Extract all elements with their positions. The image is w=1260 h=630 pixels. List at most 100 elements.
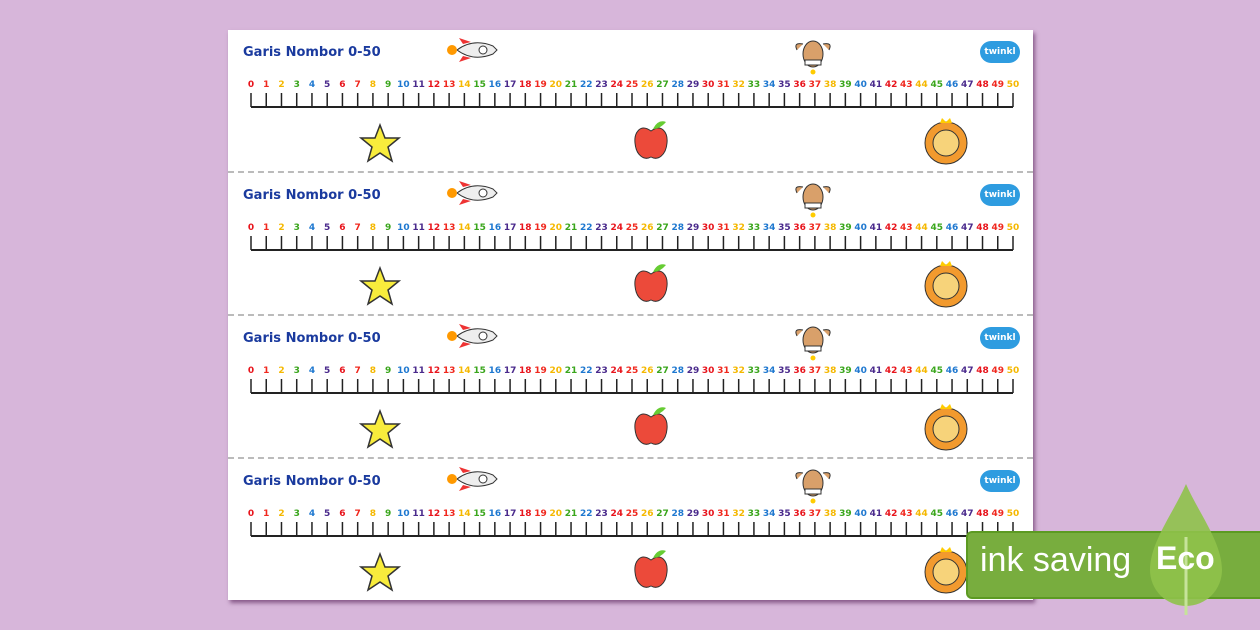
number-label: 6 xyxy=(339,509,346,519)
number-label: 14 xyxy=(458,509,471,519)
number-label: 32 xyxy=(732,223,745,233)
number-label: 43 xyxy=(900,223,913,233)
number-label: 9 xyxy=(385,509,392,519)
number-label: 17 xyxy=(503,223,517,233)
ruler xyxy=(250,379,1014,394)
number-label: 22 xyxy=(580,80,593,90)
number-label: 33 xyxy=(747,509,761,519)
number-label: 16 xyxy=(488,509,502,519)
number-label: 50 xyxy=(1006,366,1020,376)
number-labels: 0 1 2 3 4 5 6 7 8 9 10 11 12 13 14 15 16 17 18 19 20 21 22 23 24… xyxy=(228,366,1033,380)
number-label: 13 xyxy=(442,223,456,233)
number-label: 13 xyxy=(442,366,456,376)
number-label: 41 xyxy=(869,80,883,90)
lion-icon xyxy=(922,117,970,169)
number-label: 2 xyxy=(278,366,285,376)
number-label: 0 xyxy=(247,509,255,519)
number-label: 29 xyxy=(686,366,700,376)
strip-title: Garis Nombor 0-50 xyxy=(243,474,381,489)
number-label: 15 xyxy=(473,223,486,233)
number-label: 25 xyxy=(625,80,639,90)
number-label: 43 xyxy=(900,509,913,519)
number-line-strip: Garis Nombor 0-50 twinkl 0 1 2 3 4 5 6 7 8 9 10 11 12 1… xyxy=(228,316,1033,459)
number-label: 29 xyxy=(686,223,700,233)
number-label: 26 xyxy=(640,223,654,233)
number-label: 13 xyxy=(442,509,456,519)
number-label: 27 xyxy=(656,366,669,376)
number-label: 19 xyxy=(534,223,547,233)
number-label: 41 xyxy=(869,223,883,233)
number-label: 35 xyxy=(778,80,791,90)
number-label: 42 xyxy=(884,80,898,90)
number-label: 44 xyxy=(915,509,928,519)
number-label: 1 xyxy=(263,80,270,90)
number-label: 12 xyxy=(427,366,441,376)
ruler xyxy=(250,93,1014,108)
number-label: 20 xyxy=(549,80,563,90)
cut-line xyxy=(228,457,1033,459)
number-label: 24 xyxy=(610,509,624,519)
number-label: 26 xyxy=(640,509,654,519)
number-label: 50 xyxy=(1006,223,1020,233)
apple-icon xyxy=(632,119,670,165)
number-label: 47 xyxy=(961,366,974,376)
number-label: 22 xyxy=(580,223,593,233)
number-label: 10 xyxy=(397,80,410,90)
number-label: 4 xyxy=(308,80,316,90)
number-label: 9 xyxy=(385,80,392,90)
number-label: 44 xyxy=(915,80,928,90)
number-label: 19 xyxy=(534,366,547,376)
number-label: 48 xyxy=(976,80,989,90)
number-label: 11 xyxy=(412,223,425,233)
number-label: 17 xyxy=(503,509,517,519)
number-label: 14 xyxy=(458,366,471,376)
number-label: 45 xyxy=(930,223,944,233)
number-label: 6 xyxy=(339,223,346,233)
ink-saving-text: ink saving xyxy=(980,541,1132,579)
number-label: 18 xyxy=(519,509,532,519)
number-label: 39 xyxy=(839,509,852,519)
number-label: 47 xyxy=(961,80,974,90)
number-label: 4 xyxy=(308,509,316,519)
number-label: 36 xyxy=(793,366,806,376)
strip-title: Garis Nombor 0-50 xyxy=(243,331,381,346)
number-label: 9 xyxy=(385,366,392,376)
number-label: 1 xyxy=(263,366,270,376)
number-label: 33 xyxy=(747,366,761,376)
lion-icon xyxy=(922,260,970,312)
number-label: 47 xyxy=(961,509,974,519)
number-label: 34 xyxy=(762,80,776,90)
strip-title: Garis Nombor 0-50 xyxy=(243,188,381,203)
number-label: 20 xyxy=(549,366,563,376)
star-icon xyxy=(358,408,402,454)
number-label: 11 xyxy=(412,366,425,376)
number-label: 8 xyxy=(369,509,377,519)
number-label: 43 xyxy=(900,366,913,376)
number-label: 30 xyxy=(701,509,715,519)
number-label: 24 xyxy=(610,223,624,233)
number-label: 22 xyxy=(580,366,593,376)
number-label: 3 xyxy=(293,223,300,233)
number-label: 14 xyxy=(458,223,471,233)
number-label: 31 xyxy=(717,366,730,376)
number-label: 40 xyxy=(854,80,867,90)
number-label: 38 xyxy=(823,509,837,519)
twinkl-logo: twinkl xyxy=(980,327,1020,349)
number-label: 49 xyxy=(991,366,1005,376)
number-label: 18 xyxy=(519,366,532,376)
number-label: 36 xyxy=(793,223,806,233)
number-line-sheet: Garis Nombor 0-50 twinkl 0 1 2 3 4 5 6 7 8 9 10 11 12 1… xyxy=(228,30,1033,600)
number-label: 39 xyxy=(839,223,852,233)
number-label: 23 xyxy=(595,366,608,376)
number-label: 33 xyxy=(747,223,761,233)
star-icon xyxy=(358,551,402,597)
number-label: 41 xyxy=(869,509,883,519)
number-label: 48 xyxy=(976,366,989,376)
number-label: 42 xyxy=(884,366,898,376)
number-label: 46 xyxy=(945,509,959,519)
rocket-icon xyxy=(443,465,499,497)
number-label: 39 xyxy=(839,366,852,376)
number-label: 14 xyxy=(458,80,471,90)
number-label: 7 xyxy=(354,80,361,90)
number-label: 44 xyxy=(915,223,928,233)
